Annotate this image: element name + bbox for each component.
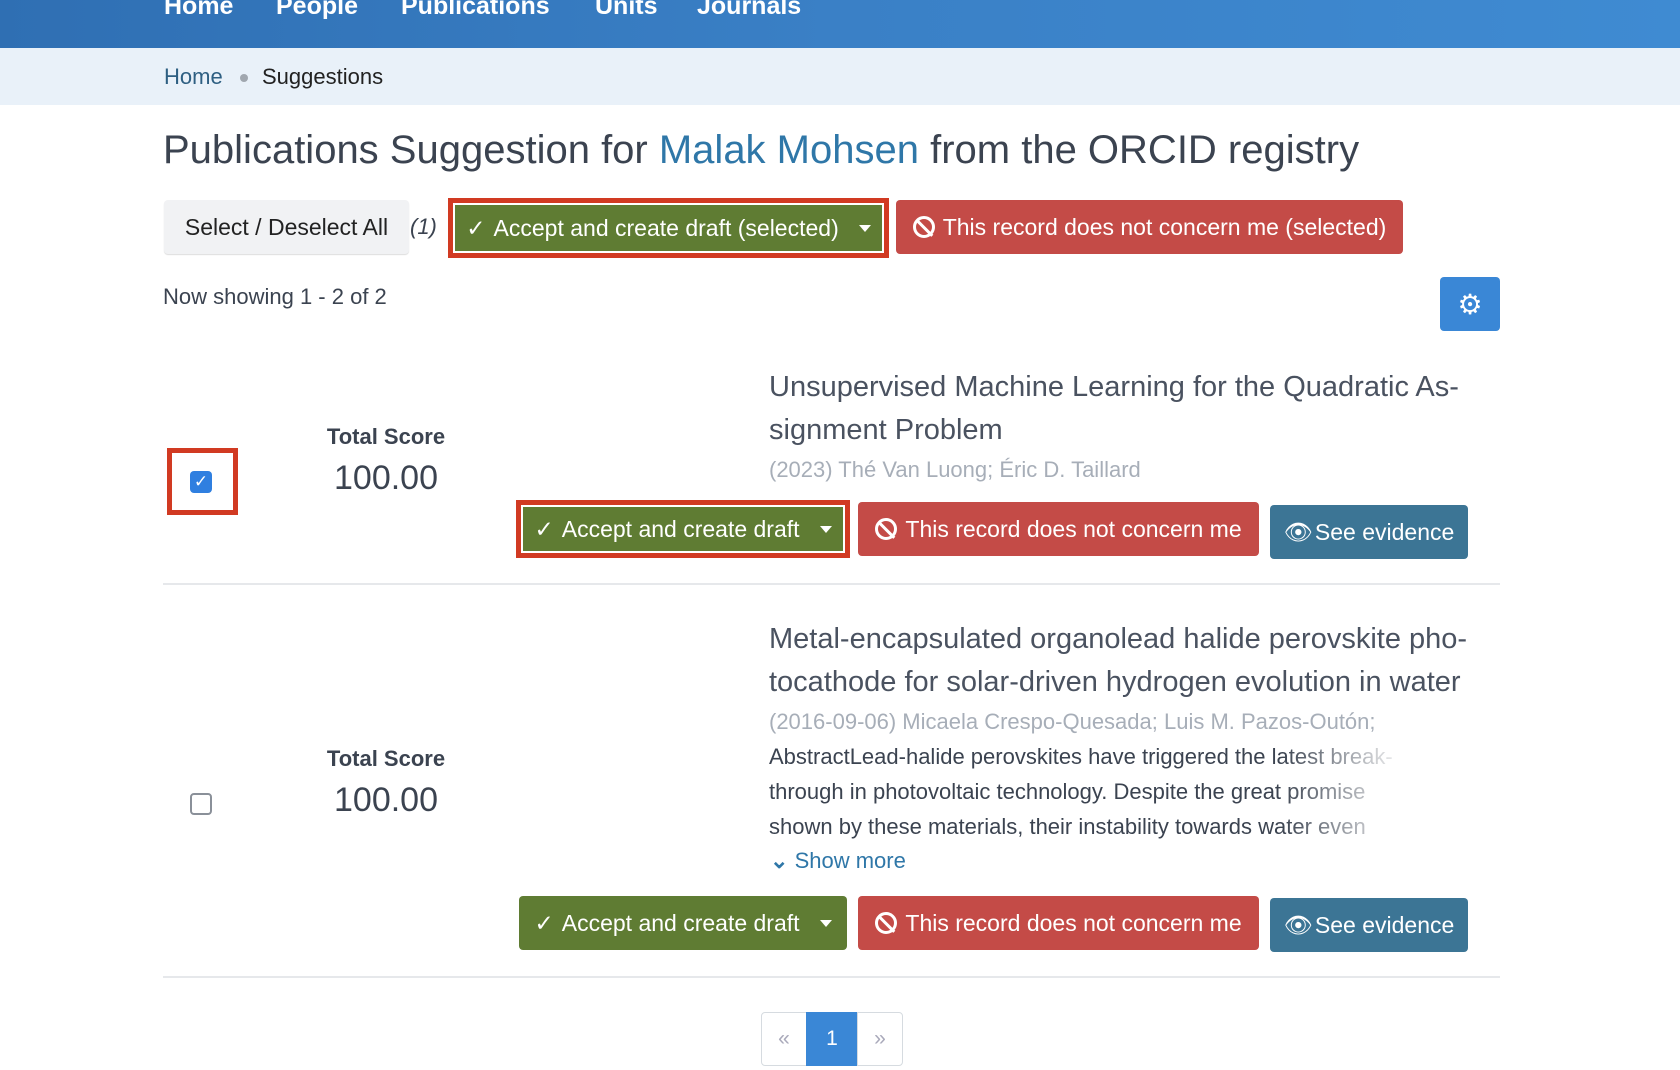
reject-selected-label: This record does not concern me (selecte…: [942, 213, 1387, 240]
score-label: Total Score: [326, 746, 446, 771]
abstract-line: AbstractLead-halide perovskites have tri…: [769, 744, 1393, 769]
divider: [163, 583, 1500, 585]
evidence-label: See evidence: [1314, 518, 1455, 545]
settings-button[interactable]: ⚙: [1440, 277, 1500, 331]
publication-meta: (2023) Thé Van Luong; Éric D. Taillard: [769, 457, 1141, 482]
divider: [163, 976, 1500, 978]
title-line: Unsupervised Machine Learning for the Qu…: [769, 371, 1459, 403]
score-label: Total Score: [326, 424, 446, 449]
ban-icon: [912, 216, 935, 238]
highlight-box: [448, 198, 889, 258]
accept-label: Accept and create draft: [561, 515, 800, 542]
reject-button[interactable]: This record does not concern me: [858, 502, 1259, 556]
accept-button[interactable]: ✓ Accept and create draft: [519, 896, 847, 950]
pagination-page-1[interactable]: 1: [806, 1012, 858, 1066]
abstract-line: through in photovoltaic technology. Desp…: [769, 779, 1366, 804]
breadcrumb-current: Suggestions: [262, 64, 384, 89]
accept-selected-label: Accept and create draft (selected): [493, 214, 839, 241]
nav-home[interactable]: Home: [164, 0, 234, 20]
caret-down-icon: [819, 525, 832, 533]
reject-button[interactable]: This record does not concern me: [858, 896, 1259, 950]
reject-label: This record does not concern me: [905, 515, 1242, 542]
abstract-line: shown by these materials, their instabil…: [769, 814, 1366, 839]
nav-people[interactable]: People: [276, 0, 358, 20]
publication-meta: (2016-09-06) Micaela Crespo-Quesada; Lui…: [769, 709, 1376, 734]
publication-title[interactable]: Metal-encapsulated organolead halide per…: [769, 618, 1479, 704]
nav-units[interactable]: Units: [595, 0, 658, 20]
pagination-prev[interactable]: «: [761, 1012, 807, 1066]
see-evidence-button[interactable]: 👁 See evidence: [1270, 505, 1468, 559]
caret-down-icon: [858, 224, 871, 232]
publication-title[interactable]: Unsupervised Machine Learning for the Qu…: [769, 366, 1479, 452]
breadcrumb: Home Suggestions: [0, 48, 1680, 105]
accept-button[interactable]: ✓ Accept and create draft: [523, 507, 843, 551]
show-more-link[interactable]: ⌄ Show more: [770, 848, 906, 874]
nav-journals[interactable]: Journals: [697, 0, 802, 20]
ban-icon: [875, 518, 898, 540]
title-line: tocathode for solar-driven hydrogen evol…: [769, 666, 1461, 698]
check-icon: ✓: [466, 214, 486, 241]
title-suffix: from the ORCID registry: [918, 128, 1360, 172]
breadcrumb-separator: [240, 74, 248, 82]
chevron-down-icon: ⌄: [770, 848, 789, 873]
gear-icon: ⚙: [1457, 288, 1483, 320]
checkbox-highlight: [167, 448, 238, 515]
top-navbar: Home People Publications Units Journals: [0, 0, 1680, 48]
score-value: 100.00: [334, 459, 438, 497]
pagination-next[interactable]: »: [857, 1012, 903, 1066]
eye-icon: 👁: [1283, 911, 1313, 938]
select-deselect-all-button[interactable]: Select / Deselect All: [164, 200, 409, 254]
score-value: 100.00: [334, 781, 438, 819]
selected-count: (1): [410, 214, 437, 239]
evidence-label: See evidence: [1314, 911, 1455, 938]
see-evidence-button[interactable]: 👁 See evidence: [1270, 898, 1468, 952]
nav-publications[interactable]: Publications: [401, 0, 550, 20]
check-icon: ✓: [534, 909, 554, 936]
show-more-label: Show more: [794, 848, 906, 873]
eye-icon: 👁: [1283, 518, 1313, 545]
suggestion-checkbox[interactable]: [190, 793, 212, 815]
title-line: signment Problem: [769, 414, 1003, 446]
ban-icon: [875, 912, 898, 934]
check-icon: ✓: [534, 515, 554, 542]
reject-label: This record does not concern me: [905, 909, 1242, 936]
suggestion-checkbox[interactable]: ✓: [190, 471, 212, 493]
title-prefix: Publications Suggestion for: [163, 128, 659, 172]
showing-count: Now showing 1 - 2 of 2: [163, 284, 387, 309]
breadcrumb-home[interactable]: Home: [164, 64, 223, 89]
person-name-link[interactable]: Malak Mohsen: [658, 128, 919, 172]
title-line: Metal-encapsulated organolead halide per…: [769, 623, 1468, 655]
accept-selected-button[interactable]: ✓ Accept and create draft (selected): [455, 205, 882, 251]
page-title: Publications Suggestion for Malak Mohsen…: [163, 128, 1359, 173]
reject-selected-button[interactable]: This record does not concern me (selecte…: [896, 200, 1403, 254]
accept-label: Accept and create draft: [561, 909, 800, 936]
caret-down-icon: [819, 919, 832, 927]
abstract: AbstractLead-halide perovskites have tri…: [769, 739, 1409, 844]
highlight-box: [516, 500, 850, 558]
